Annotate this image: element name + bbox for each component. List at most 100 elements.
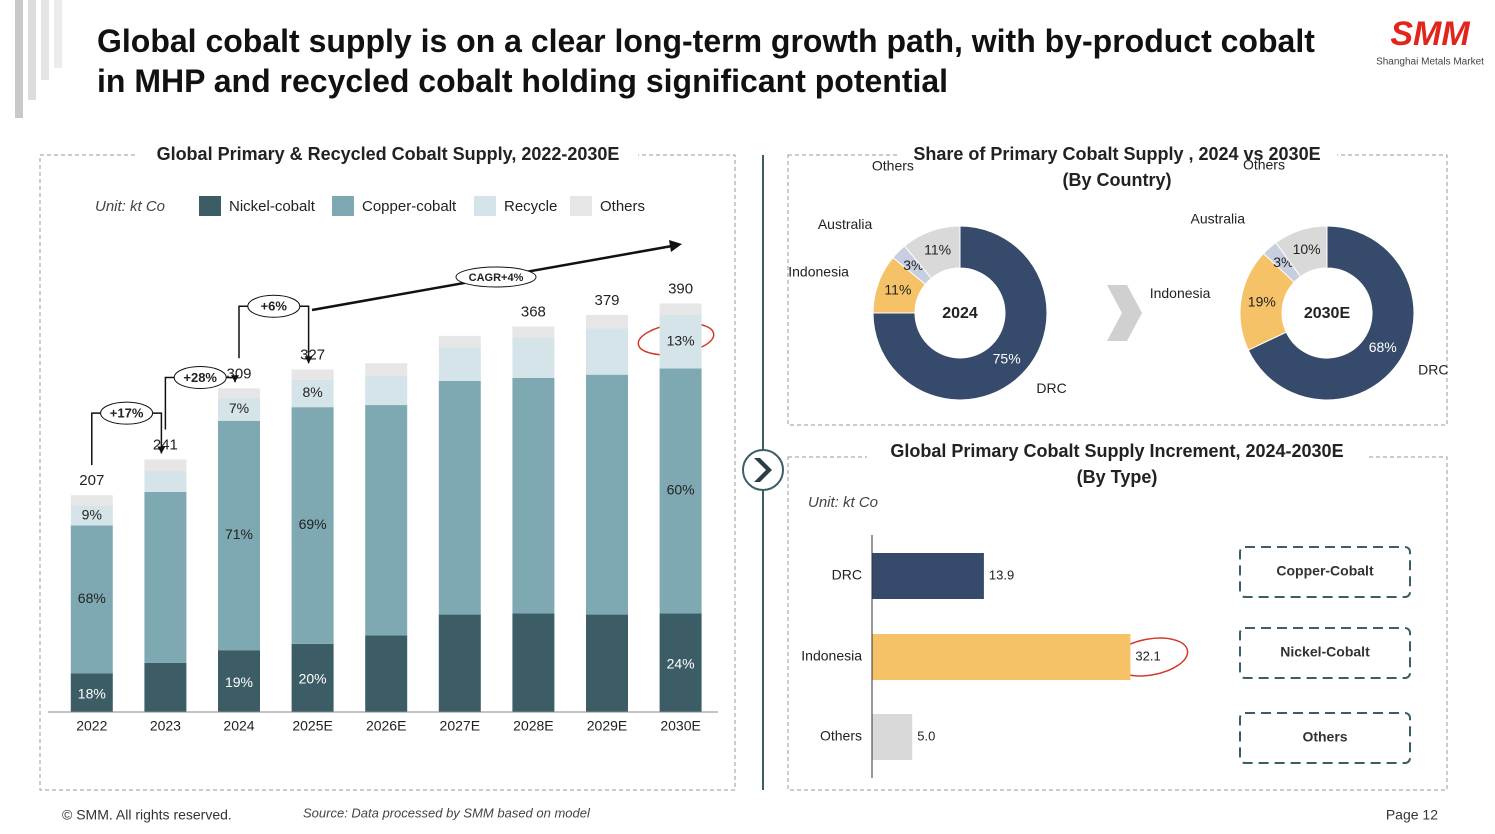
bar-segment	[659, 368, 702, 614]
x-tick-label: 2029E	[587, 718, 627, 734]
bar-segment	[291, 369, 334, 380]
bar-segment	[586, 614, 628, 712]
share-label: 19%	[225, 674, 253, 690]
arrow-head	[669, 240, 682, 252]
donut-slice	[1275, 225, 1328, 278]
x-tick-label: 2027E	[440, 718, 480, 734]
annotation: +6%	[261, 299, 288, 314]
x-tick-label: 2028E	[513, 718, 553, 734]
bar-segment	[70, 495, 113, 506]
bar-segment	[218, 388, 260, 398]
chart-subtitle: (By Country)	[1063, 170, 1172, 190]
legend-label: Recycle	[504, 198, 557, 215]
bar-segment	[218, 420, 260, 651]
slice-label: 11%	[884, 281, 911, 297]
bar	[872, 634, 1131, 680]
slice-name: Others	[872, 158, 914, 174]
title-line: Global cobalt supply is on a clear long-…	[97, 23, 1315, 59]
bar-segment	[438, 380, 481, 615]
total-label: 379	[594, 292, 619, 309]
total-label: 327	[300, 346, 325, 363]
bar-segment	[586, 374, 628, 615]
share-label: 20%	[299, 671, 327, 687]
y-tick-label: Indonesia	[801, 648, 862, 664]
total-label: 368	[521, 303, 546, 320]
donut-slice	[1247, 225, 1415, 401]
bar-segment	[70, 505, 113, 526]
bar-segment	[70, 673, 113, 712]
bar-segment	[438, 347, 481, 381]
slice-name: DRC	[1418, 362, 1448, 378]
title-line: in MHP and recycled cobalt holding signi…	[97, 63, 948, 99]
value-label: 32.1	[1135, 648, 1160, 663]
slice-name: Indonesia	[1150, 285, 1211, 301]
annotation-oval	[100, 401, 154, 425]
decor	[15, 0, 62, 118]
copyright: © SMM. All rights reserved.	[62, 807, 232, 823]
type-box	[1239, 546, 1411, 598]
bar-segment	[218, 650, 260, 712]
bar-segment	[438, 335, 481, 348]
bar-segment	[144, 459, 187, 472]
bar-segment	[586, 314, 628, 329]
logo: SMM	[1390, 15, 1470, 53]
title-bg	[138, 143, 638, 167]
bar-segment	[586, 328, 628, 375]
chart-subtitle: (By Type)	[1077, 467, 1158, 487]
total-label: 241	[153, 436, 178, 453]
title-bg	[1060, 467, 1175, 489]
bar-segment	[218, 397, 260, 421]
total-label: 309	[226, 365, 251, 382]
bar-segment	[659, 303, 702, 315]
bar-segment	[438, 614, 481, 712]
legend-swatch	[199, 196, 221, 216]
x-tick-label: 2026E	[366, 718, 406, 734]
legend-label: Copper-cobalt	[362, 198, 457, 215]
slice-name: Australia	[818, 216, 873, 232]
type-label: Nickel-Cobalt	[1280, 644, 1370, 660]
chart-title: Global Primary Cobalt Supply Increment, …	[890, 441, 1343, 461]
chart-title: Share of Primary Cobalt Supply , 2024 vs…	[913, 144, 1320, 164]
x-tick-label: 2024	[223, 718, 254, 734]
type-label: Others	[1302, 729, 1347, 745]
slice-name: DRC	[1036, 380, 1066, 396]
value-label: 13.9	[989, 567, 1014, 582]
x-tick-label: 2023	[150, 718, 181, 734]
total-label: 390	[668, 280, 693, 297]
logo-subtitle: Shanghai Metals Market	[1376, 57, 1484, 68]
bar-segment	[144, 471, 187, 492]
unit: Unit: kt Co	[95, 198, 165, 215]
arrow-head	[304, 356, 313, 364]
share-label: 60%	[667, 482, 695, 498]
slice-label: 10%	[1293, 241, 1321, 257]
annotation-oval	[173, 366, 227, 390]
share-label: 24%	[667, 655, 695, 671]
share-label: 13%	[667, 332, 695, 348]
bar-segment	[365, 635, 408, 712]
share-label: 9%	[82, 506, 102, 522]
divider-arrow	[742, 449, 784, 491]
share-label: 68%	[78, 590, 106, 606]
type-label: Copper-Cobalt	[1276, 563, 1374, 579]
annotation-oval	[247, 294, 301, 318]
title-bg	[1050, 170, 1185, 192]
bar-segment	[291, 643, 334, 712]
annotation: CAGR+4%	[469, 272, 524, 284]
x-tick-label: 2022	[76, 718, 107, 734]
arrow-head	[157, 446, 166, 454]
annotation-oval	[455, 266, 537, 288]
share-label: 18%	[78, 685, 106, 701]
share-label: 71%	[225, 526, 253, 542]
annotation: +28%	[183, 370, 217, 385]
slice-name: Others	[1243, 156, 1285, 172]
bar-segment	[512, 613, 555, 712]
bar-segment	[512, 338, 555, 378]
bar-segment	[512, 326, 555, 338]
bar-segment	[291, 379, 334, 408]
arrow-head	[231, 375, 239, 383]
value-label: 5.0	[917, 728, 935, 743]
donut-slice	[903, 225, 961, 280]
title-bg	[897, 143, 1337, 167]
compare-arrow	[1107, 285, 1142, 341]
slice-label: 19%	[1248, 293, 1276, 309]
